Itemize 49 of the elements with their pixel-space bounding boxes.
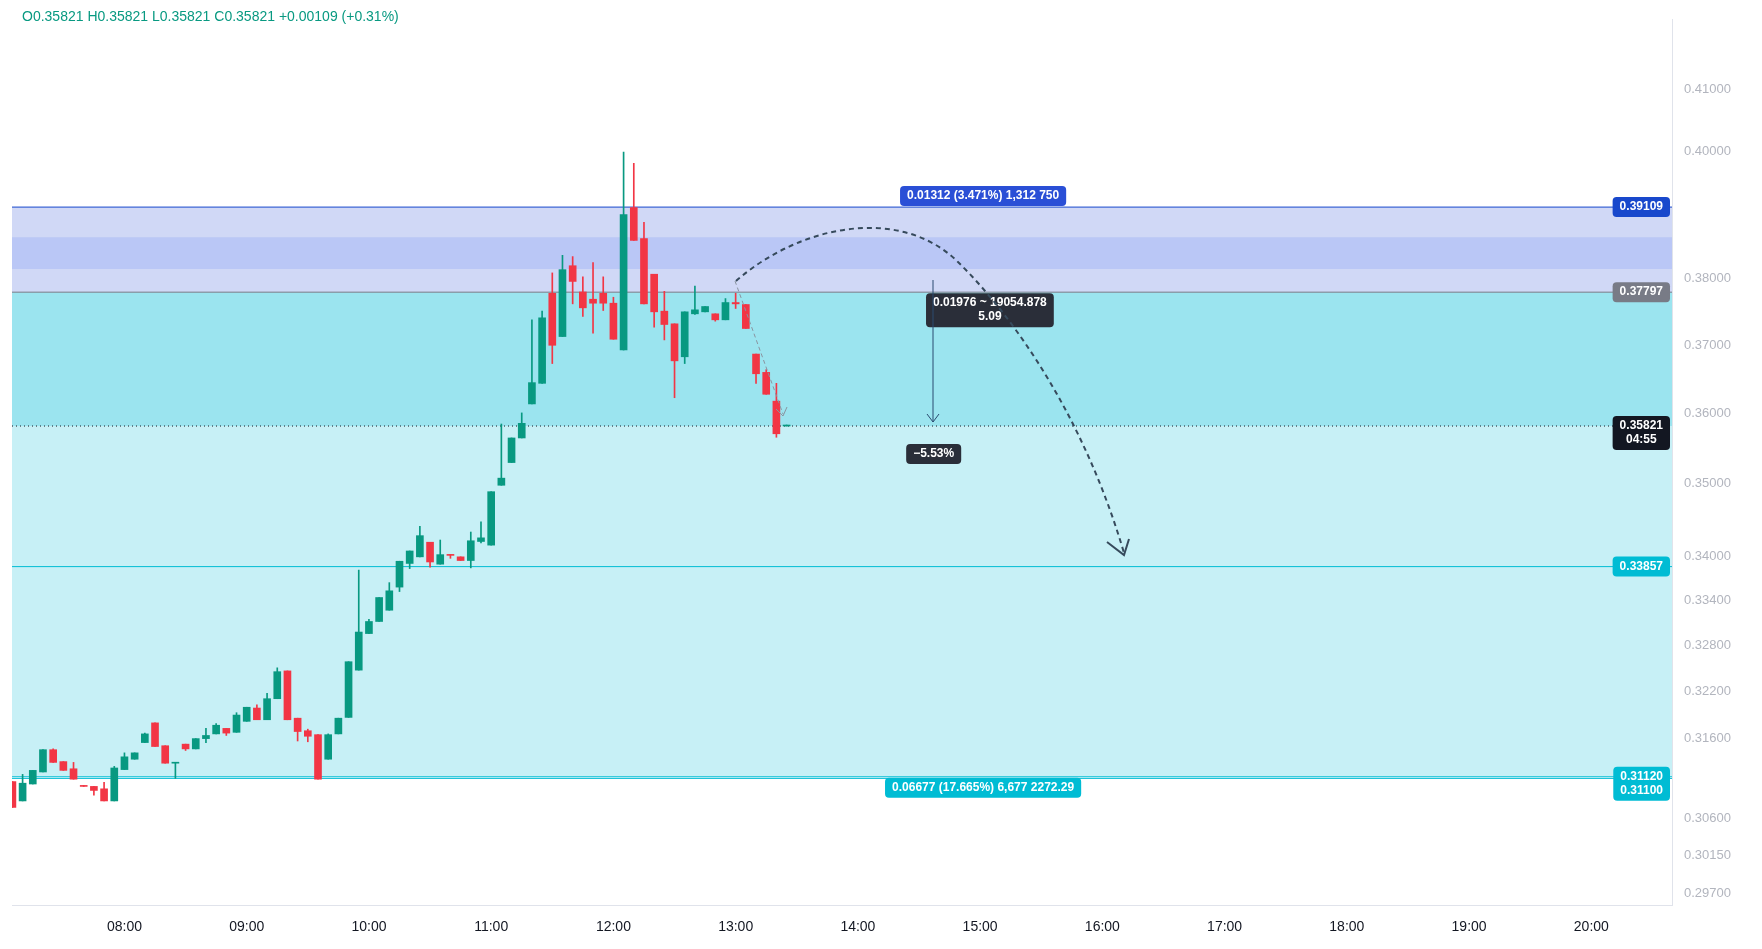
x-tick-label: 20:00 [1573,918,1610,935]
ref-line-label: 0.35821 04:55 [1619,418,1664,447]
annotation: 0.01976 ~ 19054.878 5.09 [933,295,1048,324]
x-tick-label: 08:00 [106,918,143,935]
y-tick-label: 0.30600 [1684,810,1731,826]
band-label: 0.01312 (3.471%) 1,312 750 [907,188,1060,203]
candlestick [742,304,750,329]
candlestick [375,597,383,622]
candlestick [191,738,200,750]
ref-line-label: 0.31120 [1620,769,1664,784]
candlestick [39,749,47,773]
y-tick-label: 0.40000 [1684,142,1731,158]
y-tick-label: 0.36000 [1684,405,1731,421]
y-tick-label: 0.30150 [1684,847,1731,863]
x-tick-label: 15:00 [962,918,998,935]
candlestick [314,734,322,780]
y-tick-label: 0.37000 [1684,336,1731,352]
band-label: 0.06677 (17.665%) 6,677 2272.29 [892,780,1075,795]
y-tick-label: 0.35000 [1684,475,1731,491]
candlestick [151,722,159,747]
candlestick [701,306,709,313]
y-tick-label: 0.32200 [1684,683,1731,699]
x-tick-label: 10:00 [351,918,387,935]
chart-title: O0.35821 H0.35821 L0.35821 C0.35821 +0.00109 (+0.31%) [22,7,399,24]
ref-line-label: 0.39109 [1619,199,1664,214]
x-tick-label: 16:00 [1084,918,1121,935]
y-tick-label: 0.32800 [1684,637,1731,653]
x-tick-label: 09:00 [229,918,265,935]
y-tick-label: 0.34000 [1684,547,1731,563]
y-tick-label: 0.38000 [1684,270,1731,286]
candlestick [28,770,37,785]
x-tick-label: 17:00 [1207,918,1243,935]
x-tick-label: 13:00 [718,918,754,935]
y-tick-label: 0.29700 [1684,884,1731,900]
ref-line-label: 0.31100 [1620,783,1664,798]
ref-line-label: 0.37797 [1619,284,1664,299]
x-tick-label: 11:00 [474,918,509,935]
annotation: −5.53% [913,446,955,461]
candlestick [487,491,496,546]
x-tick-label: 18:00 [1329,918,1365,935]
x-tick-label: 14:00 [840,918,876,935]
x-tick-label: 12:00 [595,918,632,935]
y-tick-label: 0.41000 [1684,80,1731,96]
candlestick [161,745,170,764]
x-tick-label: 19:00 [1451,918,1487,935]
y-tick-label: 0.33400 [1684,592,1731,608]
y-tick-label: 0.31600 [1684,730,1731,746]
candlestick [242,706,251,722]
ref-line-label: 0.33857 [1619,558,1664,573]
